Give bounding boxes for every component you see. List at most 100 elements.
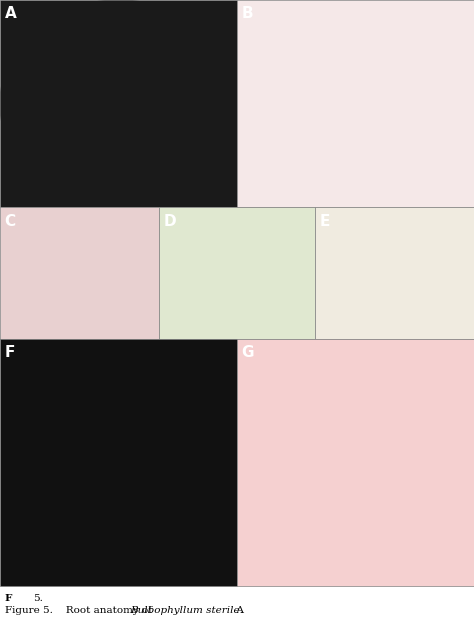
FancyBboxPatch shape — [308, 50, 337, 199]
Text: hy: hy — [95, 272, 107, 282]
Circle shape — [120, 460, 137, 477]
Text: C: C — [5, 213, 16, 229]
Circle shape — [65, 141, 83, 157]
Circle shape — [198, 440, 211, 453]
Circle shape — [50, 528, 62, 541]
Circle shape — [139, 26, 155, 40]
Circle shape — [70, 47, 88, 63]
Circle shape — [111, 49, 127, 63]
Circle shape — [128, 46, 136, 53]
Circle shape — [43, 147, 56, 158]
Text: pe: pe — [308, 410, 320, 420]
Circle shape — [178, 91, 187, 99]
Circle shape — [96, 144, 105, 152]
Circle shape — [127, 449, 141, 464]
Circle shape — [160, 132, 177, 146]
Circle shape — [62, 378, 82, 399]
Circle shape — [84, 108, 93, 115]
Circle shape — [276, 478, 317, 521]
Circle shape — [98, 446, 108, 457]
Circle shape — [98, 506, 109, 516]
Circle shape — [40, 142, 54, 155]
Circle shape — [46, 154, 59, 165]
Circle shape — [92, 422, 107, 437]
Circle shape — [158, 538, 169, 550]
Circle shape — [161, 475, 174, 488]
Circle shape — [80, 44, 94, 57]
Circle shape — [55, 493, 70, 510]
Circle shape — [104, 142, 118, 156]
Text: cr: cr — [171, 321, 181, 331]
FancyBboxPatch shape — [320, 218, 371, 276]
Circle shape — [160, 56, 176, 70]
Circle shape — [78, 22, 100, 41]
Circle shape — [152, 60, 168, 74]
Text: p: p — [95, 394, 100, 403]
FancyBboxPatch shape — [164, 277, 213, 328]
Circle shape — [105, 453, 117, 465]
Circle shape — [37, 42, 61, 63]
Text: lc: lc — [87, 223, 95, 233]
Circle shape — [85, 51, 100, 64]
Circle shape — [21, 115, 46, 137]
Circle shape — [171, 481, 182, 493]
Circle shape — [127, 91, 137, 100]
Circle shape — [27, 67, 46, 84]
Circle shape — [112, 61, 129, 77]
Circle shape — [93, 427, 109, 442]
Circle shape — [91, 445, 107, 461]
FancyBboxPatch shape — [368, 277, 419, 335]
Circle shape — [69, 473, 83, 488]
Circle shape — [111, 509, 122, 521]
Circle shape — [81, 439, 97, 455]
Circle shape — [101, 456, 119, 474]
Circle shape — [140, 161, 151, 170]
Circle shape — [59, 103, 69, 111]
Circle shape — [168, 81, 182, 93]
Circle shape — [163, 440, 180, 458]
Circle shape — [104, 462, 119, 478]
FancyBboxPatch shape — [108, 277, 154, 328]
Circle shape — [144, 387, 161, 404]
Circle shape — [148, 73, 160, 83]
Circle shape — [132, 491, 151, 511]
Circle shape — [146, 77, 164, 93]
Circle shape — [115, 540, 125, 550]
Circle shape — [94, 483, 109, 499]
Text: en: en — [36, 369, 46, 378]
Circle shape — [370, 519, 412, 564]
Circle shape — [129, 116, 135, 121]
Circle shape — [72, 130, 82, 139]
Circle shape — [51, 34, 75, 55]
Circle shape — [141, 502, 163, 524]
Circle shape — [149, 452, 166, 470]
FancyBboxPatch shape — [339, 50, 367, 199]
Circle shape — [103, 463, 122, 483]
Text: G: G — [242, 345, 254, 361]
Circle shape — [51, 419, 65, 434]
Circle shape — [211, 104, 226, 118]
Text: x: x — [178, 419, 183, 427]
Text: E: E — [320, 213, 330, 229]
Circle shape — [28, 150, 41, 161]
Circle shape — [99, 185, 112, 196]
Text: pc: pc — [8, 249, 19, 259]
Circle shape — [38, 121, 54, 134]
Circle shape — [60, 145, 77, 160]
FancyBboxPatch shape — [210, 277, 261, 328]
FancyBboxPatch shape — [164, 225, 213, 276]
Circle shape — [137, 63, 151, 75]
Text: cr: cr — [124, 321, 133, 331]
Circle shape — [129, 477, 146, 494]
Circle shape — [38, 65, 56, 81]
Circle shape — [118, 456, 130, 467]
Circle shape — [73, 20, 95, 39]
Circle shape — [16, 106, 28, 117]
Circle shape — [137, 146, 150, 158]
Circle shape — [100, 84, 105, 88]
Circle shape — [127, 417, 149, 439]
Circle shape — [83, 165, 109, 187]
Circle shape — [137, 456, 151, 471]
Circle shape — [24, 509, 41, 527]
Circle shape — [55, 55, 64, 63]
